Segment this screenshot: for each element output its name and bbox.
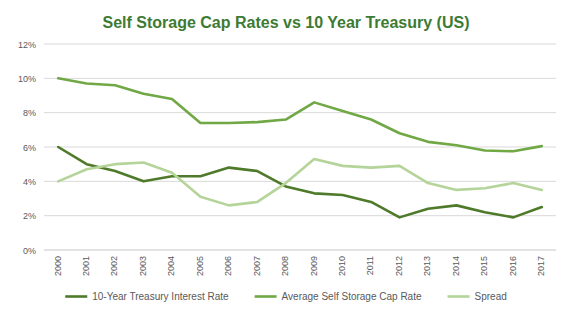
x-tick-label: 2000 <box>53 256 63 276</box>
x-tick-label: 2008 <box>280 256 290 276</box>
x-tick-label: 2005 <box>195 256 205 276</box>
x-tick-label: 2001 <box>81 256 91 276</box>
legend-swatch <box>448 295 470 298</box>
y-tick-label: 4% <box>23 177 36 187</box>
grid-line <box>44 181 556 182</box>
series-line <box>58 78 542 151</box>
x-axis <box>44 250 556 251</box>
legend: 10-Year Treasury Interest Rate Average Se… <box>65 291 507 302</box>
series-line <box>58 147 542 217</box>
y-tick-label: 0% <box>23 246 36 256</box>
legend-swatch <box>65 295 87 298</box>
legend-label: 10-Year Treasury Interest Rate <box>92 291 229 302</box>
x-tick-label: 2002 <box>109 256 119 276</box>
grid-line <box>44 147 556 148</box>
background <box>0 0 572 314</box>
chart: Self Storage Cap Rates vs 10 Year Treasu… <box>0 0 572 314</box>
y-axis <box>44 44 45 250</box>
y-tick-label: 8% <box>23 108 36 118</box>
grid-line <box>44 250 556 251</box>
x-tick-label: 2006 <box>223 256 233 276</box>
x-tick-label: 2014 <box>451 256 461 276</box>
legend-swatch <box>255 295 277 298</box>
x-tick-label: 2007 <box>252 256 262 276</box>
x-tick-label: 2017 <box>536 256 546 276</box>
y-tick-label: 6% <box>23 143 36 153</box>
x-tick-label: 2011 <box>365 256 375 275</box>
y-tick-label: 12% <box>18 40 36 50</box>
x-tick-label: 2009 <box>309 256 319 276</box>
plot-area <box>58 78 542 217</box>
x-tick-label: 2013 <box>422 256 432 276</box>
x-tick-label: 2016 <box>508 256 518 276</box>
grid-line <box>44 215 556 216</box>
x-tick-label: 2010 <box>337 256 347 276</box>
grid-line <box>44 44 556 45</box>
series-line <box>58 159 542 205</box>
legend-label: Average Self Storage Cap Rate <box>282 291 422 302</box>
x-tick-label: 2015 <box>479 256 489 276</box>
legend-label: Spread <box>475 291 507 302</box>
x-tick-label: 2003 <box>138 256 148 276</box>
grid-line <box>44 78 556 79</box>
x-tick-label: 2004 <box>166 256 176 276</box>
y-tick-label: 2% <box>23 211 36 221</box>
x-tick-label: 2012 <box>394 256 404 276</box>
title: Self Storage Cap Rates vs 10 Year Treasu… <box>103 14 470 31</box>
y-tick-label: 10% <box>18 74 36 84</box>
